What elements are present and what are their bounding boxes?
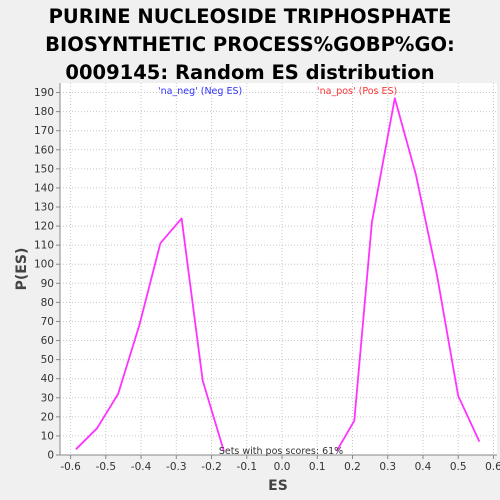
- pos-score-annotation: Sets with pos scores: 61%: [219, 446, 343, 457]
- y-tick-label: 170: [34, 125, 54, 137]
- x-tick-label: 0.2: [344, 461, 361, 473]
- chart-title-line-3: 0009145: Random ES distribution: [65, 61, 435, 84]
- chart-title-line-1: PURINE NUCLEOSIDE TRIPHOSPHATE: [48, 5, 452, 28]
- x-tick-label: -0.1: [237, 461, 258, 473]
- y-tick-label: 10: [41, 430, 54, 442]
- chart-title-line-2: BIOSYNTHETIC PROCESS%GOBP%GO:: [45, 33, 455, 56]
- x-tick-label: 0.6: [485, 461, 500, 473]
- x-tick-label: 0.4: [415, 461, 432, 473]
- series-lines: [75, 97, 481, 452]
- y-tick-label: 140: [34, 182, 54, 194]
- x-tick-label: -0.6: [60, 461, 81, 473]
- y-tick-label: 40: [41, 373, 54, 385]
- y-tick-label: 60: [41, 335, 54, 347]
- y-tick-label: 110: [34, 240, 54, 252]
- x-tick-label: 0.5: [450, 461, 467, 473]
- y-tick-label: 190: [34, 87, 54, 99]
- y-tick-label: 120: [34, 221, 54, 233]
- x-tick-label: -0.5: [96, 461, 117, 473]
- y-ticks: 0 10 20 30 40 50 60 70 80 90 100 110 120 130 140 150 160…: [34, 87, 60, 462]
- y-tick-label: 150: [34, 163, 54, 175]
- y-tick-label: 20: [41, 411, 54, 423]
- y-tick-label: 130: [34, 202, 54, 214]
- y-tick-label: 160: [34, 144, 54, 156]
- legend-neg-label: 'na_neg' (Neg ES): [158, 86, 242, 97]
- series-line-2: [335, 97, 481, 452]
- x-tick-label: -0.4: [131, 461, 152, 473]
- y-tick-label: 180: [34, 106, 54, 118]
- series-line-1: [75, 217, 225, 452]
- chart-title: PURINE NUCLEOSIDE TRIPHOSPHATE BIOSYNTHE…: [0, 3, 500, 87]
- y-tick-label: 90: [41, 278, 54, 290]
- x-ticks: -0.6 -0.5 -0.4 -0.3 -0.2 -0.1 0.0 0.1 0.2 0.3 0.4 0…: [60, 455, 500, 473]
- x-tick-label: -0.2: [201, 461, 222, 473]
- y-tick-label: 80: [41, 297, 54, 309]
- x-tick-label: 0.1: [309, 461, 326, 473]
- y-tick-label: 70: [41, 316, 54, 328]
- y-tick-label: 0: [47, 450, 54, 462]
- legend-pos-label: 'na_pos' (Pos ES): [317, 86, 397, 97]
- plot-background: [60, 83, 497, 455]
- y-tick-label: 50: [41, 354, 54, 366]
- axes: [59, 83, 497, 456]
- x-axis-label: ES: [268, 478, 288, 494]
- y-tick-label: 30: [41, 392, 54, 404]
- x-tick-label: 0.3: [379, 461, 396, 473]
- x-tick-label: -0.3: [166, 461, 187, 473]
- x-tick-label: 0.0: [274, 461, 291, 473]
- y-tick-label: 100: [34, 259, 54, 271]
- y-axis-label: P(ES): [14, 248, 30, 291]
